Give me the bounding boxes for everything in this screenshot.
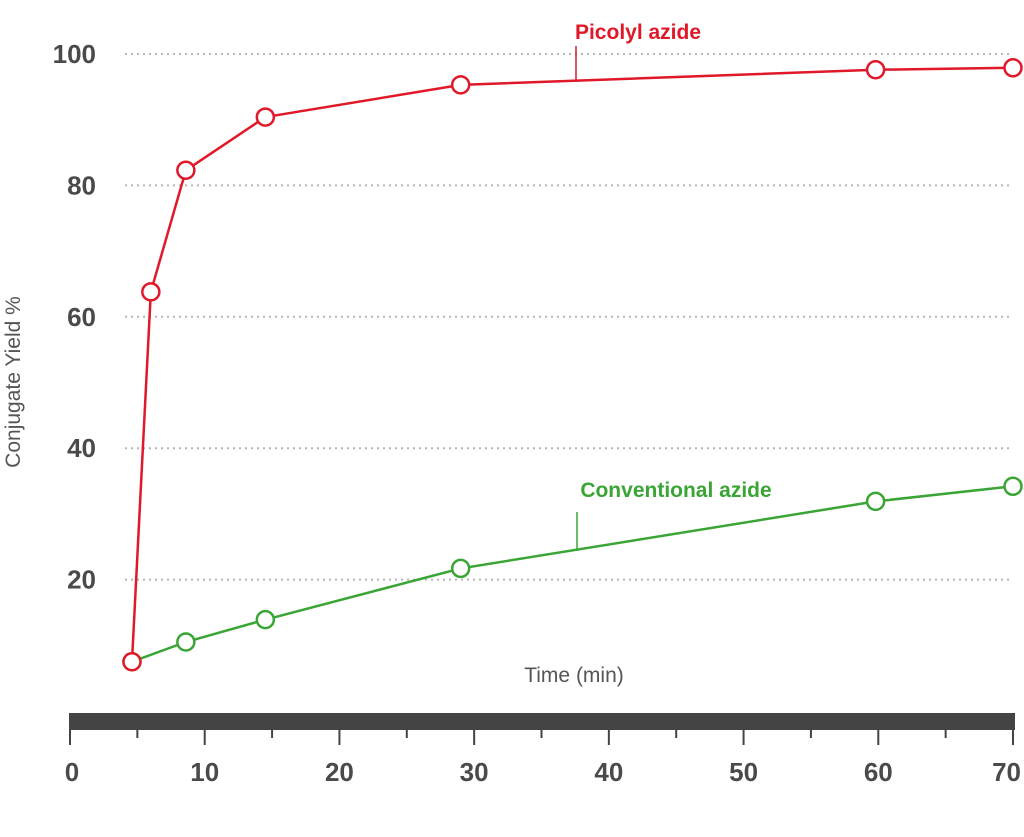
picolyl-azide-point: [141, 282, 161, 302]
picolyl-azide-point: [450, 75, 471, 95]
conventional-azide-point: [450, 558, 471, 579]
x-tick-label: 10: [190, 757, 219, 787]
x-axis-bar: [69, 713, 1015, 730]
x-tick-label: 30: [460, 757, 489, 787]
picolyl-azide-point: [176, 160, 196, 181]
picolyl-azide-point: [255, 107, 276, 127]
x-axis-title: Time (min): [524, 664, 624, 687]
conventional-azide-point: [865, 491, 886, 512]
y-axis-title: Conjugate Yield %: [2, 296, 25, 468]
y-tick-label: 20: [67, 565, 96, 595]
picolyl-azide-point: [1003, 58, 1023, 78]
picolyl-azide-line: [130, 66, 1014, 662]
x-tick-label: 40: [594, 757, 623, 787]
grid-layer: [125, 53, 1013, 581]
series-labels: Picolyl azide Conventional azide: [575, 21, 772, 551]
conventional-azide-line: [131, 485, 1014, 663]
picolyl-azide-point: [122, 651, 142, 672]
y-tick-label: 80: [67, 170, 96, 200]
picolyl-azide-label: Picolyl azide: [575, 21, 701, 44]
picolyl-azide-point: [865, 60, 886, 80]
x-tick-label: 20: [325, 757, 354, 787]
y-tick-label: 100: [53, 39, 96, 69]
x-tick-label: 60: [864, 757, 893, 787]
x-tick-label: 0: [65, 757, 79, 787]
y-axis: 20 40 60 80 100: [53, 39, 96, 595]
conventional-azide-point: [255, 609, 276, 630]
conventional-azide-label: Conventional azide: [580, 479, 771, 502]
conventional-azide-point: [1003, 476, 1023, 497]
y-tick-label: 40: [67, 433, 96, 463]
conventional-azide-point: [176, 632, 196, 652]
x-tick-label: 50: [729, 757, 758, 787]
x-axis: 0 10 20 30 40 50 60 70: [65, 713, 1021, 787]
series-layer: [122, 58, 1023, 672]
y-tick-label: 60: [67, 302, 96, 332]
x-tick-label: 70: [992, 757, 1021, 787]
